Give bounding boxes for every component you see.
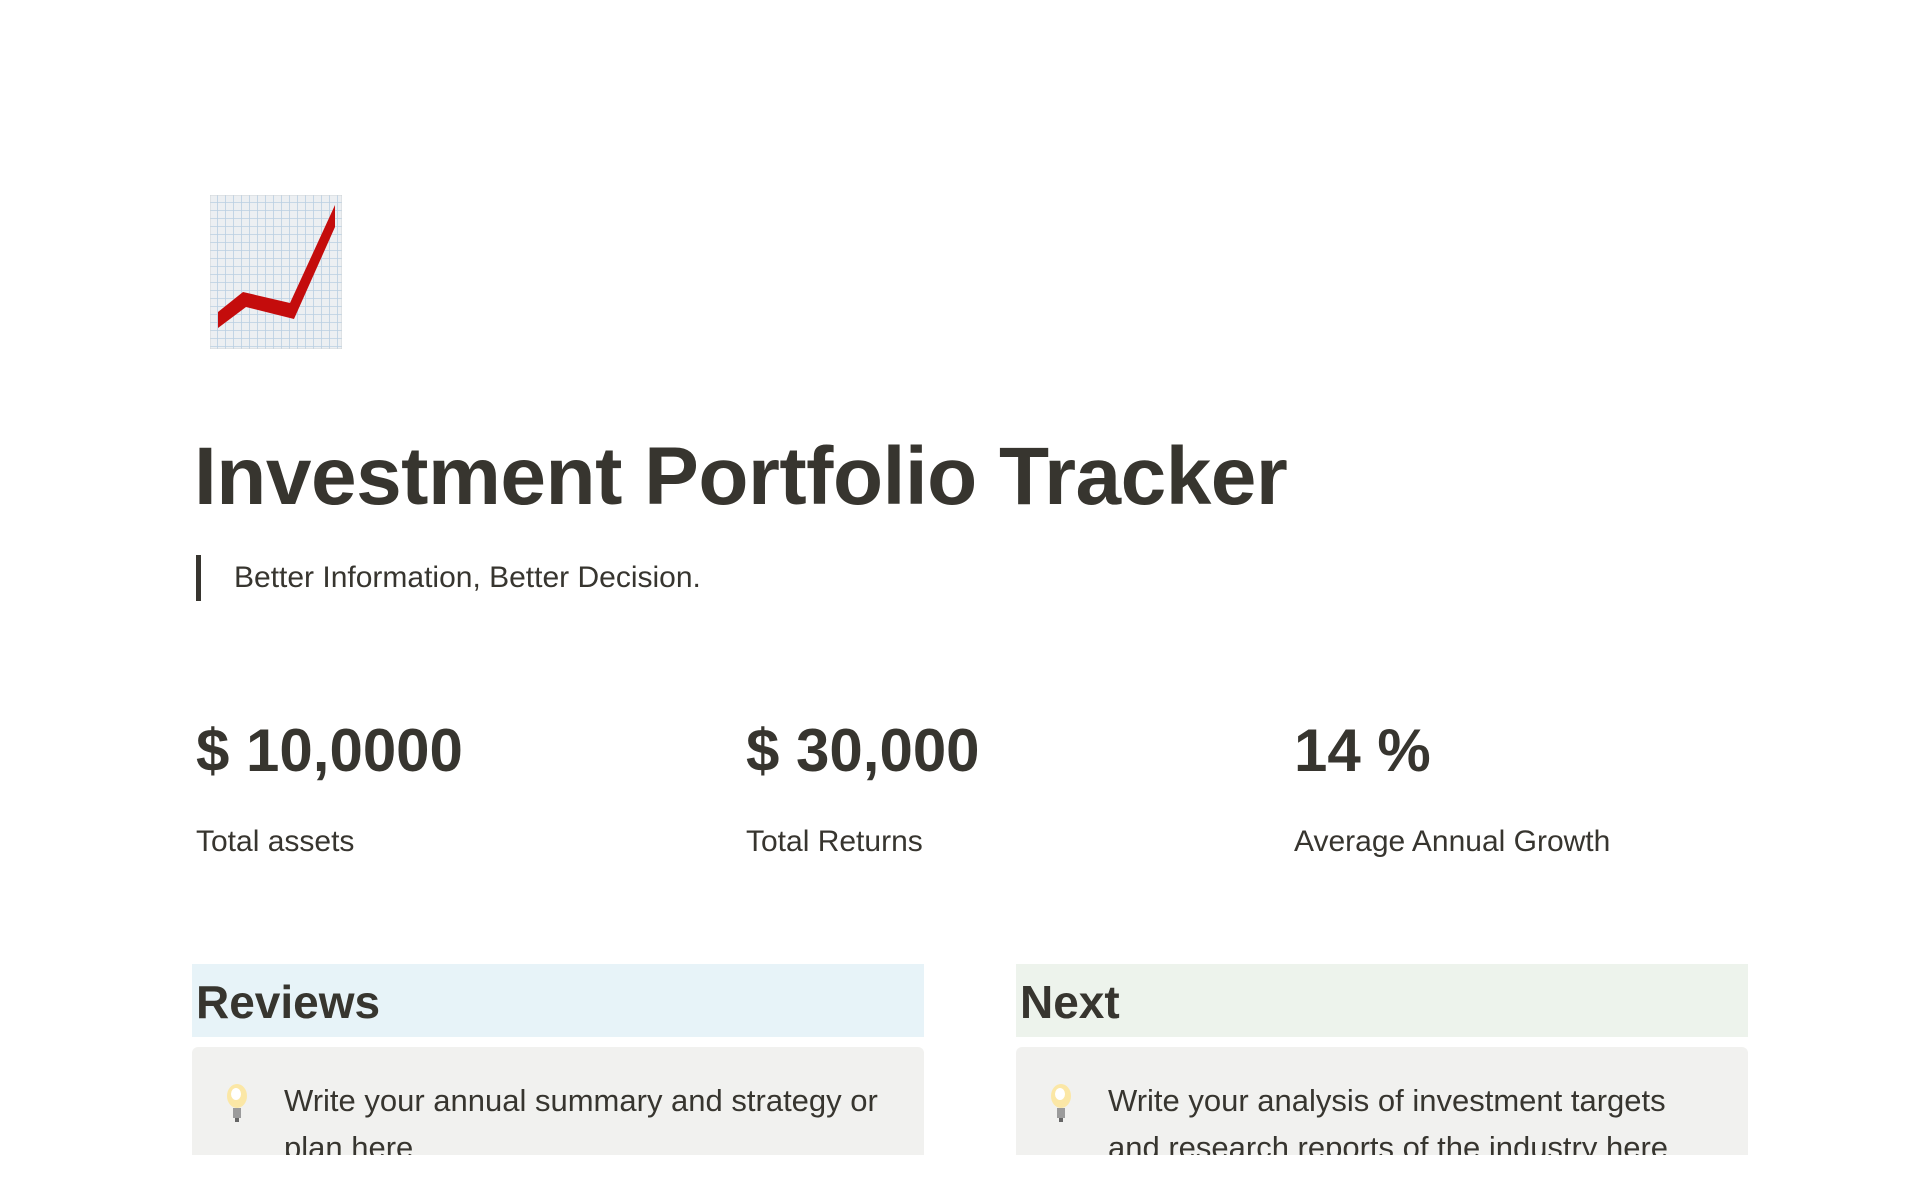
stat-total-returns: $ 30,000 Total Returns: [746, 715, 980, 859]
callout-text[interactable]: Write your analysis of investment target…: [1108, 1083, 1669, 1155]
reviews-heading: Reviews: [192, 964, 924, 1037]
stat-value: $ 30,000: [746, 717, 980, 784]
stat-value: 14 %: [1294, 717, 1431, 784]
stat-label: Total assets: [196, 825, 355, 858]
lightbulb-icon: [226, 1083, 248, 1130]
reviews-callout[interactable]: Write your annual summary and strategy o…: [192, 1047, 924, 1155]
quote-block: Better Information, Better Decision.: [196, 555, 701, 601]
stat-label: Average Annual Growth: [1294, 825, 1611, 858]
page-icon-chart-increasing-icon[interactable]: [209, 194, 343, 350]
callout-text[interactable]: Write your annual summary and strategy o…: [284, 1083, 878, 1155]
stat-average-annual-growth: 14 % Average Annual Growth: [1294, 715, 1610, 859]
stat-value: $ 10,0000: [196, 717, 463, 784]
stat-label: Total Returns: [746, 825, 923, 858]
lightbulb-icon: [1050, 1083, 1072, 1130]
stat-total-assets: $ 10,0000 Total assets: [196, 715, 463, 859]
next-heading: Next: [1016, 964, 1748, 1037]
page-title: Investment Portfolio Tracker: [194, 431, 1288, 522]
next-callout[interactable]: Write your analysis of investment target…: [1016, 1047, 1748, 1155]
